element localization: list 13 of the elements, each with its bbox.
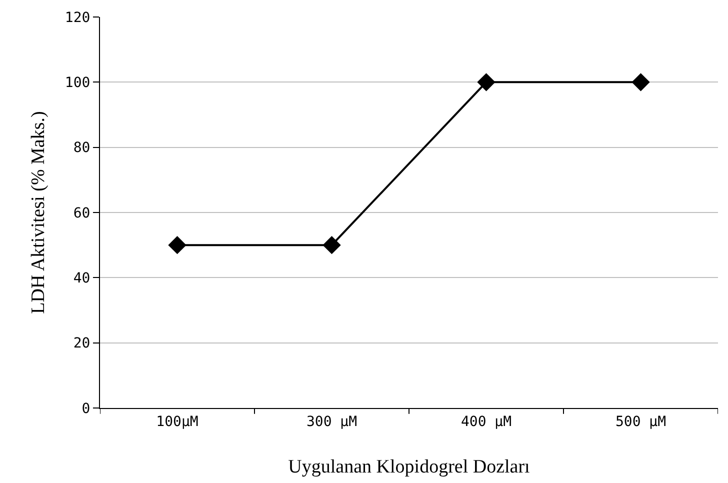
y-axis-title: LDH Aktivitesi (% Maks.)	[28, 111, 49, 314]
y-tick-label: 60	[73, 205, 90, 222]
x-tick-label: 300 µM	[306, 414, 358, 430]
y-tick-label: 20	[73, 336, 90, 352]
y-tick-label: 100	[64, 75, 90, 92]
x-tick-label: 400 µM	[460, 414, 512, 430]
y-tick-label: 0	[82, 400, 90, 417]
x-tick-label: 100µM	[156, 414, 198, 430]
y-tick-label: 80	[73, 140, 90, 156]
x-axis-title: Uygulanan Klopidogrel Dozları	[288, 456, 530, 478]
y-tick-label: 120	[64, 10, 90, 26]
x-tick-label: 500 µM	[615, 414, 666, 430]
y-tick-label: 40	[73, 270, 90, 287]
